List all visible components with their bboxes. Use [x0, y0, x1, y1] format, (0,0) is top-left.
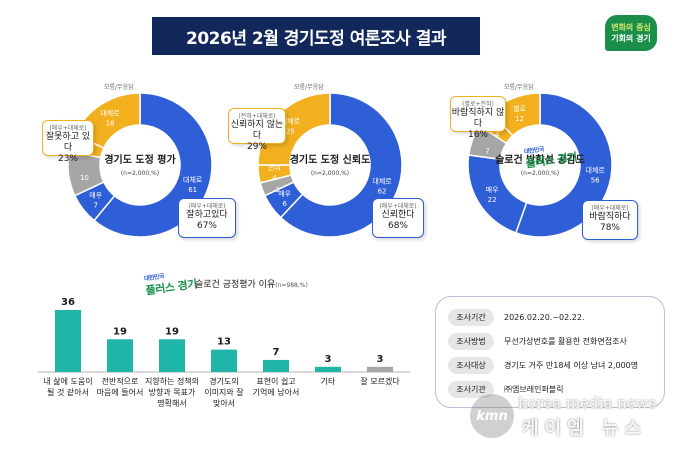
bar-value-label: 3: [325, 354, 332, 365]
donut-title: 경기도 도정 평가: [104, 153, 176, 166]
bar: [159, 339, 185, 372]
bar-value-label: 36: [61, 297, 75, 308]
slice-category-label: 대체로: [372, 178, 392, 186]
bar-category-label: 지향하는 정책의: [145, 376, 199, 386]
info-row-method: 조사방법 무선가상번호를 활용한 전화면접조사: [448, 333, 627, 350]
info-key: 조사방법: [448, 333, 494, 350]
bar-category-label: 기타: [321, 377, 336, 386]
watermark-name: 케이엠 뉴스: [522, 418, 648, 439]
slice-value-label: 7: [94, 201, 98, 209]
logo-line2: 기회의 경기: [611, 34, 651, 43]
slice-category-label: 별로: [513, 104, 526, 113]
slice-category-label: 대체로: [281, 117, 301, 125]
bar: [315, 366, 341, 372]
logo-line1: 변화의 중심: [611, 23, 651, 32]
donut-slice: [279, 92, 403, 238]
watermark-badge: kmn: [470, 394, 514, 438]
slice-category-label: 대체로: [183, 176, 203, 184]
info-value: 무선가상번호를 활용한 전화면접조사: [504, 337, 627, 346]
callout-negative-2: (별로+전혀) 바람직하지 않다 16%: [450, 96, 506, 140]
donut-title: 경기도 도정 신뢰도: [290, 153, 371, 166]
info-key: 조사기간: [448, 309, 494, 326]
bar: [107, 339, 133, 372]
donut-subtitle: (n=2,000,%): [521, 170, 559, 177]
bar: [211, 349, 237, 372]
callout-negative-0: (매우+대체로) 잘못하고 있다 23%: [42, 120, 94, 164]
bar-category-label: 방향과 목표가: [149, 387, 196, 397]
bar-category-label: 내 삶에 도움이: [43, 376, 92, 386]
slice-value-label: 3: [275, 186, 279, 194]
bar-chart-title: 슬로건 긍정평가 이유(n=988,%): [195, 280, 308, 290]
info-row-period: 조사기간 2026.02.20.~02.22.: [448, 309, 585, 326]
slice-value-label: 61: [188, 186, 197, 194]
slice-value-label: 62: [378, 188, 387, 196]
bar: [55, 310, 81, 372]
donut-subtitle: (n=2,000,%): [121, 170, 159, 177]
watermark-url: korea media news: [518, 394, 657, 412]
callout-positive-0: (매우+대체로) 잘하고있다 67%: [178, 198, 236, 238]
slice-category-label: 대체로: [100, 110, 120, 118]
slice-category-label: 전혀: [268, 163, 281, 172]
callout-positive-1: (매우+대체로) 신뢰한다 68%: [372, 198, 424, 238]
slice-value-label: 6: [282, 200, 287, 208]
slice-value-label: 56: [591, 177, 600, 185]
slice-value-label: 4: [272, 174, 277, 182]
info-value: ㈜엠브레인퍼블릭: [504, 385, 564, 394]
slice-value-label: 18: [106, 120, 115, 128]
info-key: 조사기관: [448, 381, 494, 398]
bar-category-label: 될 것 같아서: [47, 387, 89, 397]
gyeonggi-logo: 변화의 중심 기회의 경기: [605, 15, 657, 51]
bar: [367, 366, 393, 372]
bar-value-label: 19: [165, 326, 179, 337]
bar-category-label: 이미지와 잘: [204, 387, 244, 397]
info-value: 경기도 거주 만18세 이상 남녀 2,000명: [504, 361, 639, 370]
bar: [263, 359, 289, 372]
bar-category-label: 맞아서: [213, 398, 235, 408]
page-title: 2026년 2월 경기도정 여론조사 결과: [152, 17, 480, 55]
slice-value-label: 7: [485, 147, 489, 155]
unknown-label: 모름/무응답: [294, 84, 324, 91]
bar-category-label: 경기도의: [209, 376, 238, 386]
bar-category-label: 전반적으로: [102, 376, 139, 386]
callout-positive-2: (매우+대체로) 바람직하다 78%: [582, 200, 638, 240]
bar-value-label: 7: [273, 347, 280, 358]
donut-subtitle: (n=2,000,%): [311, 170, 349, 177]
bar-category-label: 잘 모르겠다: [360, 376, 400, 386]
info-key: 조사대상: [448, 357, 494, 374]
unknown-label: 모름/무응답: [504, 84, 534, 91]
bar-category-label: 기억에 남아서: [253, 387, 300, 397]
slice-category-label: 매우: [89, 191, 102, 199]
watermark: kmn korea media news 케이엠 뉴스: [470, 390, 670, 450]
slice-category-label: 매우: [278, 190, 291, 198]
callout-negative-1: (전혀+대체로) 신뢰하지 않는다 29%: [228, 108, 286, 152]
slice-category-label: 대체로: [586, 167, 606, 175]
slice-value-label: 10: [80, 174, 89, 182]
bar-category-label: 명확해서: [157, 398, 186, 408]
unknown-label: 모름/무응답: [104, 84, 134, 91]
slice-category-label: 매우: [486, 186, 499, 194]
bar-category-label: 표현이 쉽고: [256, 376, 295, 386]
donut-title: 슬로건 방향성 공감도: [495, 153, 585, 166]
info-row-target: 조사대상 경기도 거주 만18세 이상 남녀 2,000명: [448, 357, 638, 374]
survey-info-box: 조사기간 2026.02.20.~02.22. 조사방법 무선가상번호를 활용한…: [435, 296, 665, 408]
bar-category-label: 마음에 들어서: [97, 387, 144, 397]
bar-value-label: 19: [113, 326, 127, 337]
bar-value-label: 3: [377, 354, 384, 365]
slice-value-label: 12: [515, 115, 524, 123]
bar-value-label: 13: [217, 337, 231, 348]
slice-value-label: 22: [488, 196, 497, 204]
slice-value-label: 25: [286, 127, 295, 135]
slice-value-label: 4: [495, 131, 500, 139]
info-row-agency: 조사기관 ㈜엠브레인퍼블릭: [448, 381, 564, 398]
info-value: 2026.02.20.~02.22.: [504, 313, 585, 322]
